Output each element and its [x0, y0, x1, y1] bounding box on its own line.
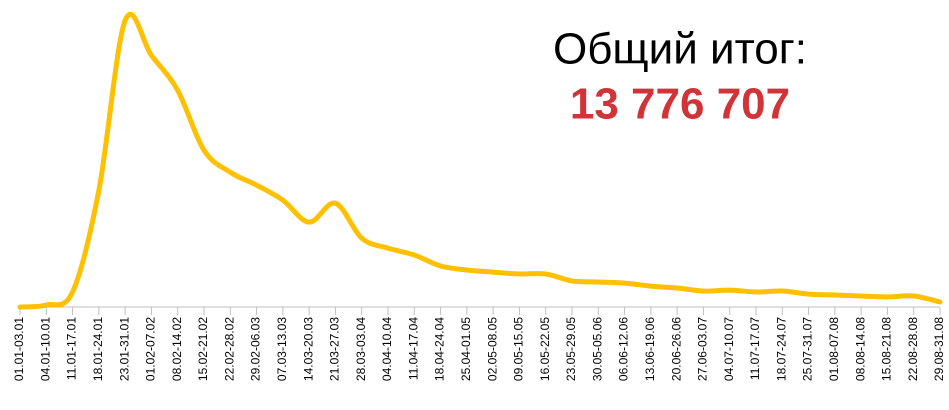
x-tick-label: 02.05-08.05 [485, 317, 499, 381]
x-tick-label: 18.01-24.01 [91, 317, 105, 381]
x-tick-label: 21.03-27.03 [328, 317, 342, 381]
x-tick-label: 30.05-05.06 [590, 317, 604, 381]
x-tick-label: 25.07-31.07 [801, 317, 815, 381]
x-tick-label: 23.05-29.05 [564, 317, 578, 381]
x-tick-label: 01.08-07.08 [827, 317, 841, 381]
x-tick-label: 18.04-24.04 [433, 317, 447, 381]
x-tick-label: 01.01-03.01 [12, 317, 26, 381]
x-tick-label: 29.02-06.03 [249, 317, 263, 381]
x-tick-label: 22.08-28.08 [906, 317, 920, 381]
x-tick-label: 15.08-21.08 [880, 317, 894, 381]
x-tick-label: 23.01-31.01 [117, 317, 131, 381]
x-tick-label: 20.06-26.06 [669, 317, 683, 381]
x-tick-label: 13.06-19.06 [643, 317, 657, 381]
x-tick-label: 09.05-15.05 [512, 317, 526, 381]
x-tick-label: 25.04-01.05 [459, 317, 473, 381]
x-tick-label: 28.03-03.04 [354, 317, 368, 381]
x-tick-label: 08.08-14.08 [853, 317, 867, 381]
total-value: 13 776 707 [570, 80, 790, 129]
total-label: Общий итог: [553, 25, 807, 74]
x-tick-label: 11.01-17.01 [65, 317, 79, 380]
series-line [17, 11, 943, 310]
x-tick-label: 01.02-07.02 [144, 317, 158, 381]
x-tick-label: 04.07-10.07 [722, 317, 736, 381]
x-tick-label: 16.05-22.05 [538, 317, 552, 381]
x-tick-label: 04.04-10.04 [380, 317, 394, 381]
x-tick-label: 22.02-28.02 [222, 317, 236, 381]
x-tick-label: 14.03-20.03 [301, 317, 315, 381]
x-tick-label: 29.08-31.08 [932, 317, 946, 381]
x-tick-label: 08.02-14.02 [170, 317, 184, 381]
x-tick-label: 18.07-24.07 [774, 317, 788, 381]
x-tick-label: 06.06-12.06 [617, 317, 631, 381]
x-tick-label: 07.03-13.03 [275, 317, 289, 381]
x-tick-label: 11.07-17.07 [748, 317, 762, 380]
x-tick-label: 15.02-21.02 [196, 317, 210, 381]
x-tick-label: 27.06-03.07 [696, 317, 710, 381]
x-tick-label: 11.04-17.04 [406, 317, 420, 380]
x-tick-label: 04.01-10.01 [38, 317, 52, 381]
